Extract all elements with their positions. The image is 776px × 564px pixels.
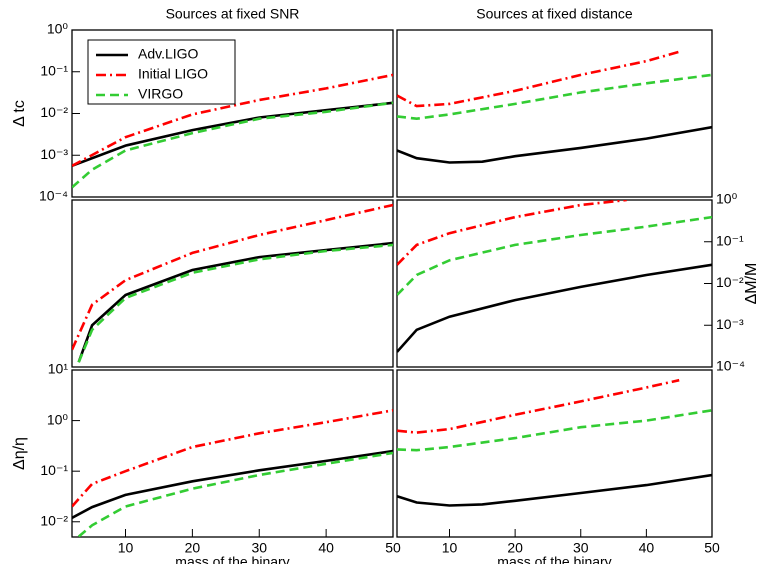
- series-group: [72, 203, 393, 363]
- legend-label: Initial LIGO: [138, 66, 208, 82]
- plot-frame: [396, 369, 713, 538]
- series-line: [397, 73, 712, 121]
- y-tick-label: 10⁻³: [716, 316, 744, 332]
- series-group: [72, 73, 393, 189]
- series-line: [72, 101, 393, 168]
- y-tick-label: 10⁻²: [40, 512, 68, 528]
- series-line: [397, 409, 712, 452]
- series-line: [72, 101, 393, 189]
- x-axis-label: mass of the binary: [175, 554, 289, 564]
- y-axis-label: Δ tc: [11, 100, 28, 127]
- x-tick-label: 50: [704, 540, 720, 556]
- y-axis-label: ΔM/M: [743, 263, 760, 305]
- series-line: [397, 378, 680, 434]
- y-tick-label: 10⁻²: [40, 104, 68, 120]
- panel-title: Sources at fixed distance: [476, 6, 633, 22]
- x-tick-label: 50: [385, 540, 401, 556]
- series-line: [397, 215, 712, 296]
- x-tick-label: 40: [639, 540, 655, 556]
- x-tick-label: 40: [318, 540, 334, 556]
- series-line: [397, 200, 627, 266]
- y-tick-label: 10⁻⁴: [716, 358, 745, 374]
- x-tick-label: 20: [507, 540, 523, 556]
- plot-frame: [71, 199, 394, 368]
- y-tick-label: 10⁰: [716, 191, 738, 207]
- x-tick-label: 10: [118, 540, 134, 556]
- plot-frame: [71, 369, 394, 538]
- series-line: [397, 50, 680, 108]
- series-line: [77, 243, 393, 363]
- series-line: [72, 73, 393, 167]
- x-tick-label: 30: [251, 540, 267, 556]
- x-tick-label: 10: [442, 540, 458, 556]
- series-line: [77, 241, 393, 363]
- x-tick-label: 20: [185, 540, 201, 556]
- y-tick-label: 10⁻¹: [40, 62, 68, 78]
- y-tick-label: 10⁻¹: [716, 232, 744, 248]
- y-tick-label: 10⁻²: [716, 274, 744, 290]
- legend-box: [87, 39, 236, 105]
- y-tick-label: 10⁻⁴: [39, 188, 68, 204]
- legend-label: Adv.LIGO: [138, 46, 199, 62]
- y-tick-label: 10⁻³: [40, 146, 68, 162]
- y-tick-label: 10¹: [48, 361, 69, 377]
- series-line: [397, 263, 712, 353]
- x-axis-label: mass of the binary: [497, 554, 611, 564]
- plot-frame: [396, 29, 713, 198]
- y-axis-label: Δη/η: [11, 437, 28, 470]
- series-line: [72, 203, 393, 351]
- series-group: [397, 200, 712, 353]
- series-group: [72, 409, 393, 537]
- series-group: [397, 378, 712, 507]
- x-tick-label: 30: [573, 540, 589, 556]
- y-tick-label: 10⁰: [47, 21, 69, 37]
- series-line: [77, 451, 393, 537]
- legend-label: VIRGO: [138, 86, 183, 102]
- series-group: [397, 50, 712, 164]
- series-line: [397, 473, 712, 507]
- y-tick-label: 10⁻¹: [40, 462, 68, 478]
- y-tick-label: 10⁰: [47, 411, 69, 427]
- series-line: [72, 449, 393, 519]
- series-line: [397, 125, 712, 164]
- panel-title: Sources at fixed SNR: [166, 6, 300, 22]
